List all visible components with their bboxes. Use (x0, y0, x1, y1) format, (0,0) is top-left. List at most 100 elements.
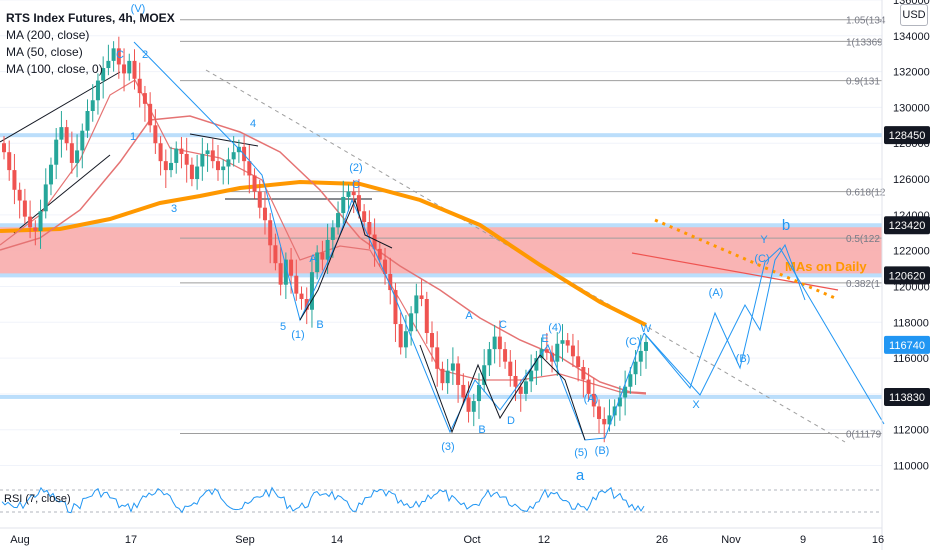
candle-body (508, 361, 513, 376)
candle-body (90, 100, 95, 112)
candle-body (529, 370, 534, 382)
candle-body (550, 352, 555, 362)
candle-body (435, 347, 440, 369)
wave-label: 4 (250, 118, 256, 130)
time-axis[interactable]: Aug 17 Sep 14 Oct 12 26 Nov 9 16 (0, 527, 884, 546)
candle-body (419, 295, 424, 300)
candle-body (597, 406, 602, 419)
candle-body (195, 166, 200, 180)
price-tick-label: 116000 (893, 353, 929, 365)
price-tick-label: 132000 (893, 67, 930, 79)
candle-body (341, 196, 346, 214)
candle-body (137, 78, 142, 94)
candle-body (330, 227, 335, 240)
ma200-line (0, 179, 647, 327)
candle-body (28, 216, 33, 228)
candle-body (111, 48, 116, 61)
candle-body (430, 333, 434, 348)
candle-body (497, 336, 502, 350)
legend-ma50[interactable]: MA (50, close) (6, 45, 83, 59)
support-resistance-line (0, 394, 882, 399)
price-label: 128450 (884, 126, 930, 145)
candle-body (64, 127, 69, 144)
currency-tag[interactable]: USD (900, 4, 928, 26)
chart-title[interactable]: RTS Index Futures, 4h, MOEX (6, 11, 175, 25)
rsi-legend[interactable]: RSI (7, close) (4, 493, 71, 505)
wave-label: A (309, 253, 317, 265)
candle-body (122, 64, 127, 74)
fib-level-label: 0.5(122 (846, 234, 880, 245)
wave-label: b (782, 217, 790, 234)
candle-body (644, 341, 648, 351)
candle-body (398, 324, 403, 348)
projection-paths (643, 243, 806, 396)
candle-body (2, 143, 6, 153)
candle-body (336, 213, 341, 228)
wave-label: (2) (349, 162, 362, 174)
candle-body (184, 153, 189, 165)
price-label-text: 123420 (889, 220, 926, 232)
price-axis[interactable]: 1100001120001140001160001180001200001220… (881, 0, 930, 550)
candle-body (200, 153, 205, 167)
candle-body (33, 227, 38, 231)
wave-label: 3 (171, 203, 177, 215)
candle-body (231, 152, 236, 160)
price-label-text: 113830 (889, 392, 925, 404)
wave-path-black (419, 344, 586, 441)
candle-body (513, 375, 518, 387)
fib-level-label: 1(13369 (846, 37, 883, 48)
price-label-bg (884, 216, 930, 235)
candle-body (591, 393, 596, 407)
time-tick-label: 26 (656, 534, 668, 546)
candle-body (602, 418, 607, 425)
candle-body (132, 60, 137, 79)
candle-body (43, 184, 48, 212)
wave-label: 1 (130, 131, 136, 143)
candle-body (409, 313, 414, 332)
candle-body (273, 245, 278, 264)
candle-body (476, 384, 481, 402)
candle-body (205, 150, 210, 154)
wave-label: Y (760, 234, 768, 246)
price-label-bg (884, 126, 930, 145)
projection-path (643, 247, 885, 425)
wave-label: 2 (142, 49, 148, 61)
wave-label: X (692, 399, 700, 411)
price-tick-label: 122000 (893, 246, 930, 258)
candle-body (252, 175, 257, 192)
chart-legend: RTS Index Futures, 4h, MOEX MA (200, clo… (6, 10, 175, 78)
price-label-bg (884, 266, 930, 285)
time-tick-label: 16 (872, 534, 884, 546)
ma50-line (0, 79, 647, 395)
candle-body (48, 164, 53, 185)
candle-body (75, 150, 80, 163)
candle-body (560, 340, 565, 344)
wave-label: C (499, 319, 507, 331)
candle-body (534, 358, 539, 371)
candle-body (414, 295, 419, 314)
candle-body (623, 386, 628, 398)
candle-body (116, 48, 121, 65)
candle-body (22, 200, 27, 217)
candle-body (210, 150, 215, 162)
price-label: 120620 (884, 266, 930, 285)
wave-label: (A) (584, 393, 599, 405)
candle-body (12, 170, 17, 190)
candle-body (216, 161, 220, 171)
candle-body (607, 415, 612, 425)
candle-body (163, 161, 168, 171)
candle-body (581, 367, 586, 380)
candle-body (80, 130, 85, 151)
price-label: 113830 (884, 387, 930, 406)
price-tick-label: 126000 (893, 174, 930, 186)
wave-label: (V) (131, 3, 146, 15)
candle-body (17, 189, 22, 201)
legend-ma100[interactable]: MA (100, close, 0) (6, 62, 103, 76)
wave-label: (3) (441, 441, 454, 453)
candle-body (362, 211, 367, 223)
candle-body (309, 272, 314, 310)
annotation-label: MAs on Daily (785, 259, 867, 274)
zone-bottom-line (0, 273, 882, 278)
legend-ma200[interactable]: MA (200, close) (6, 28, 90, 42)
